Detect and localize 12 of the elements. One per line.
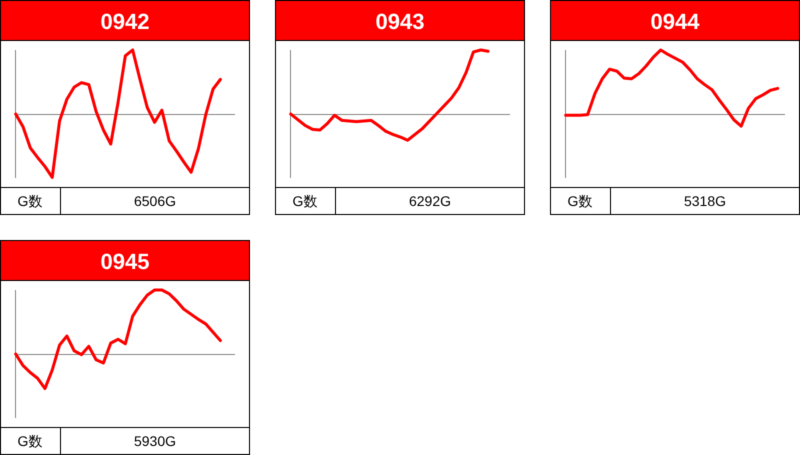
chart-title: 0943 xyxy=(376,9,424,34)
chart-title: 0944 xyxy=(650,9,700,34)
text: G数 xyxy=(18,433,42,449)
text: 5930G xyxy=(134,433,176,449)
chart-title: 0942 xyxy=(100,9,150,34)
text: 6292G xyxy=(408,193,452,209)
text: 5318G xyxy=(684,193,726,209)
text: G数 xyxy=(568,193,592,209)
text: 6506G xyxy=(134,193,176,209)
text: G数 xyxy=(292,193,318,209)
chart-title: 0945 xyxy=(100,249,150,274)
text: G数 xyxy=(18,193,42,209)
